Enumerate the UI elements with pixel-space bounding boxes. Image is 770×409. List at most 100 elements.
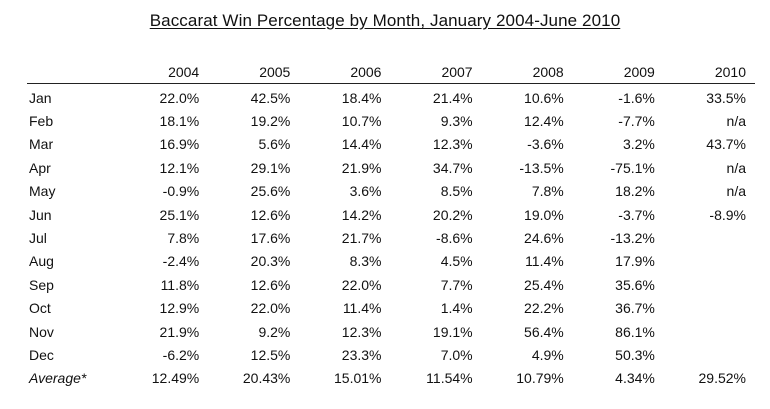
value-cell: 25.1%	[159, 206, 200, 223]
value-cell: 18.1%	[159, 113, 200, 130]
value-cell: 3.2%	[622, 136, 655, 153]
month-label: Oct	[29, 300, 51, 317]
value-cell	[664, 226, 755, 249]
value-cell: 14.4%	[341, 136, 382, 153]
average-value-cell: 4.34%	[615, 370, 655, 387]
value-cell: n/a	[726, 113, 746, 130]
average-value-cell: 12.49%	[151, 370, 200, 387]
value-cell: 9.3%	[440, 113, 473, 130]
value-cell: 34.7%	[432, 159, 473, 176]
table-row: Dec -6.2% 12.5% 23.3% 7.0% 4.9% 50.3%	[27, 343, 755, 366]
value-cell: 11.4%	[525, 253, 564, 270]
table-row: Nov 21.9% 9.2% 12.3% 19.1% 56.4% 86.1%	[27, 320, 755, 343]
value-cell: 18.2%	[615, 183, 655, 200]
value-cell: -8.9%	[709, 206, 746, 223]
value-cell: 10.7%	[341, 113, 382, 130]
value-cell: 36.7%	[615, 300, 655, 317]
column-header-year: 2004	[117, 61, 209, 84]
value-cell: 8.3%	[349, 253, 382, 270]
value-cell: 20.3%	[250, 253, 291, 270]
value-cell: 4.9%	[531, 346, 564, 363]
value-cell: 12.5%	[250, 346, 291, 363]
value-cell: 17.6%	[250, 230, 291, 247]
average-value-cell: 11.54%	[426, 370, 473, 387]
average-value-cell: 29.52%	[698, 370, 746, 387]
value-cell: 20.2%	[432, 206, 473, 223]
win-percentage-table: 2004 2005 2006 2007 2008 2009 2010 Jan 22…	[27, 61, 755, 390]
average-label: Average*	[29, 370, 87, 387]
value-cell: -1.6%	[618, 89, 655, 106]
value-cell: 22.0%	[250, 300, 291, 317]
value-cell: 17.9%	[615, 253, 655, 270]
value-cell	[664, 343, 755, 366]
average-value-cell: 15.01%	[334, 370, 382, 387]
value-cell: 12.3%	[341, 323, 382, 340]
value-cell: -2.4%	[162, 253, 200, 270]
value-cell: -13.5%	[519, 159, 564, 176]
table-row: Feb 18.1% 19.2% 10.7% 9.3% 12.4% -7.7% n/a	[27, 109, 755, 132]
value-cell: 21.7%	[341, 230, 382, 247]
value-cell: 12.1%	[159, 159, 200, 176]
value-cell: 7.8%	[167, 230, 200, 247]
table-body: Jan 22.0% 42.5% 18.4% 21.4% 10.6% -1.6% 33.5% Fe…	[27, 84, 755, 391]
table-row: May -0.9% 25.6% 3.6% 8.5% 7.8% 18.2% n/a	[27, 180, 755, 203]
column-header-year: 2009	[572, 61, 664, 84]
table-row: Jun 25.1% 12.6% 14.2% 20.2% 19.0% -3.7% -8.9%	[27, 203, 755, 226]
value-cell: 19.1%	[432, 323, 473, 340]
table-row: Jan 22.0% 42.5% 18.4% 21.4% 10.6% -1.6% 33.5%	[27, 84, 755, 110]
value-cell	[664, 297, 755, 320]
month-label: Sep	[29, 276, 54, 293]
value-cell: 21.9%	[159, 323, 200, 340]
value-cell: -0.9%	[162, 183, 200, 200]
value-cell	[664, 320, 755, 343]
value-cell: n/a	[726, 159, 746, 176]
value-cell: 18.4%	[341, 89, 382, 106]
column-header-year: 2007	[390, 61, 482, 84]
value-cell: 29.1%	[250, 159, 291, 176]
table-row: Aug -2.4% 20.3% 8.3% 4.5% 11.4% 17.9%	[27, 250, 755, 273]
value-cell: 86.1%	[615, 323, 655, 340]
column-header-year: 2010	[663, 61, 755, 84]
value-cell: 21.4%	[432, 89, 473, 106]
month-label: Apr	[29, 159, 51, 176]
value-cell: 12.4%	[524, 113, 564, 130]
value-cell: 7.8%	[531, 183, 564, 200]
value-cell: 24.6%	[524, 230, 564, 247]
value-cell: 22.0%	[159, 89, 200, 106]
value-cell: 5.6%	[258, 136, 291, 153]
value-cell: 9.2%	[258, 323, 291, 340]
value-cell: 4.5%	[440, 253, 473, 270]
value-cell: 33.5%	[706, 89, 746, 106]
month-label: Jul	[29, 230, 47, 247]
table-title: Baccarat Win Percentage by Month, Januar…	[149, 11, 621, 30]
value-cell: 19.0%	[524, 206, 564, 223]
value-cell: 1.4%	[440, 300, 473, 317]
table-row: Oct 12.9% 22.0% 11.4% 1.4% 22.2% 36.7%	[27, 297, 755, 320]
average-value-cell: 10.79%	[516, 370, 564, 387]
value-cell: -6.2%	[162, 346, 200, 363]
table-row: Mar 16.9% 5.6% 14.4% 12.3% -3.6% 3.2% 43.7%	[27, 133, 755, 156]
value-cell: 42.5%	[250, 89, 291, 106]
value-cell: -3.6%	[527, 136, 564, 153]
value-cell: 11.4%	[342, 300, 382, 317]
month-label: Mar	[29, 136, 54, 153]
month-label: Jan	[29, 89, 52, 106]
table-row: Apr 12.1% 29.1% 21.9% 34.7% -13.5% -75.1% n/a	[27, 156, 755, 179]
column-header-year: 2008	[481, 61, 573, 84]
value-cell: 43.7%	[706, 136, 746, 153]
value-cell: 56.4%	[524, 323, 564, 340]
value-cell: 8.5%	[440, 183, 473, 200]
average-value-cell: 20.43%	[242, 370, 291, 387]
value-cell: 11.8%	[160, 276, 200, 293]
value-cell: 25.6%	[250, 183, 291, 200]
value-cell: 16.9%	[159, 136, 200, 153]
value-cell: 14.2%	[341, 206, 382, 223]
value-cell: 12.6%	[250, 276, 291, 293]
value-cell: 22.2%	[524, 300, 564, 317]
month-label: Feb	[29, 113, 54, 130]
value-cell: n/a	[726, 183, 746, 200]
value-cell: -7.7%	[618, 113, 655, 130]
value-cell	[664, 273, 755, 296]
value-cell: 22.0%	[341, 276, 382, 293]
value-cell: 19.2%	[250, 113, 291, 130]
